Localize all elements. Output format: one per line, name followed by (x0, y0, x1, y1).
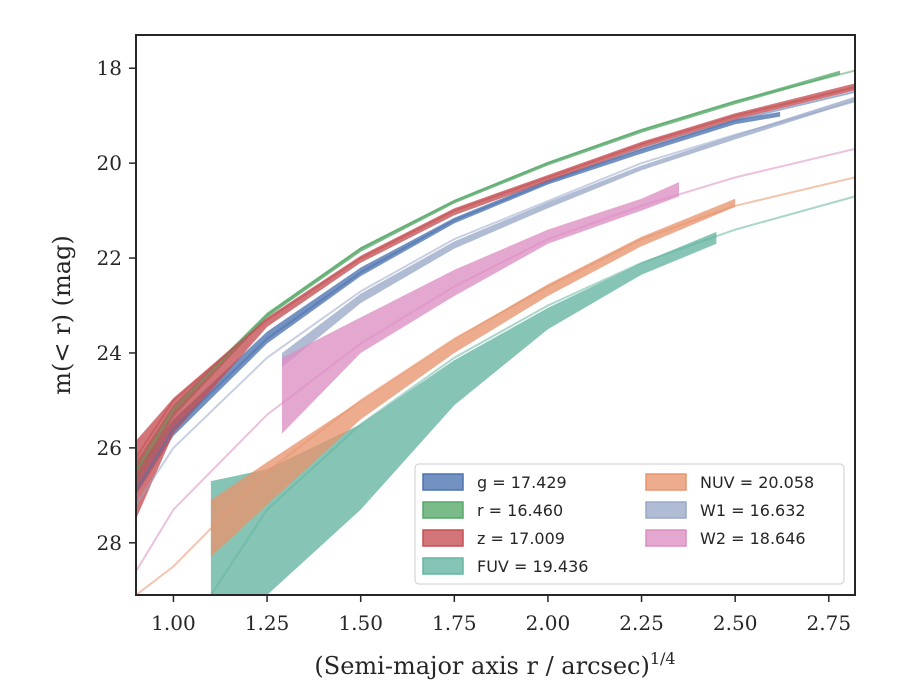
y-tick-label: 18 (97, 56, 122, 80)
x-tick-label: 2.25 (619, 611, 664, 635)
y-tick-label: 20 (97, 151, 122, 175)
y-tick-label: 24 (97, 341, 122, 365)
y-tick-label: 26 (97, 436, 122, 460)
legend-swatch-FUV (422, 557, 464, 575)
model-line-r (136, 69, 855, 473)
y-tick-label: 22 (97, 246, 122, 270)
x-axis-label: (Semi-major axis r / arcsec)1/4 (314, 649, 675, 680)
band-g (136, 111, 781, 496)
x-axis: 1.00 1.25 1.50 1.75 2.00 2.25 2.50 2.75 (151, 595, 851, 635)
x-tick-label: 1.25 (245, 611, 290, 635)
x-tick-label: 1.50 (338, 611, 383, 635)
model-line-FUV (210, 195, 855, 595)
model-line-z (136, 86, 855, 458)
band-FUV (210, 231, 717, 595)
legend-label-W2: W2 = 18.646 (700, 529, 806, 548)
model-line-NUV (136, 176, 855, 595)
model-line-W1 (136, 100, 855, 506)
band-W2 (282, 182, 679, 434)
legend-label-W1: W1 = 16.632 (700, 501, 806, 520)
y-axis: 18 20 22 24 26 28 (97, 56, 136, 555)
x-tick-label: 2.75 (807, 611, 852, 635)
legend-swatch-z (422, 529, 464, 547)
band-z (136, 83, 855, 520)
legend: g = 17.429 r = 16.460 z = 17.009 FUV = 19.4… (414, 463, 845, 585)
model-line-g (136, 90, 855, 492)
legend-swatch-g (422, 473, 464, 491)
legend-swatch-W2 (645, 529, 687, 547)
x-tick-label: 2.50 (713, 611, 758, 635)
legend-label-g: g = 17.429 (477, 473, 567, 492)
plot-frame (135, 34, 856, 596)
legend-label-FUV: FUV = 19.436 (477, 557, 588, 576)
legend-label-r: r = 16.460 (477, 501, 563, 520)
y-axis-label: m(< r) (mag) (48, 235, 76, 394)
legend-label-z: z = 17.009 (477, 529, 565, 548)
legend-frame (414, 463, 845, 585)
x-axis-label-text: (Semi-major axis r / arcsec) (314, 652, 649, 680)
y-tick-label: 28 (97, 531, 122, 555)
model-lines-layer (136, 69, 855, 595)
legend-swatch-r (422, 501, 464, 519)
legend-swatch-NUV (645, 473, 687, 491)
x-axis-label-exponent: 1/4 (650, 649, 676, 668)
legend-swatch-W1 (645, 501, 687, 519)
x-tick-label: 1.00 (151, 611, 196, 635)
x-tick-label: 1.75 (432, 611, 477, 635)
legend-label-NUV: NUV = 20.058 (700, 473, 814, 492)
model-line-W2 (136, 147, 855, 572)
x-tick-label: 2.00 (526, 611, 571, 635)
